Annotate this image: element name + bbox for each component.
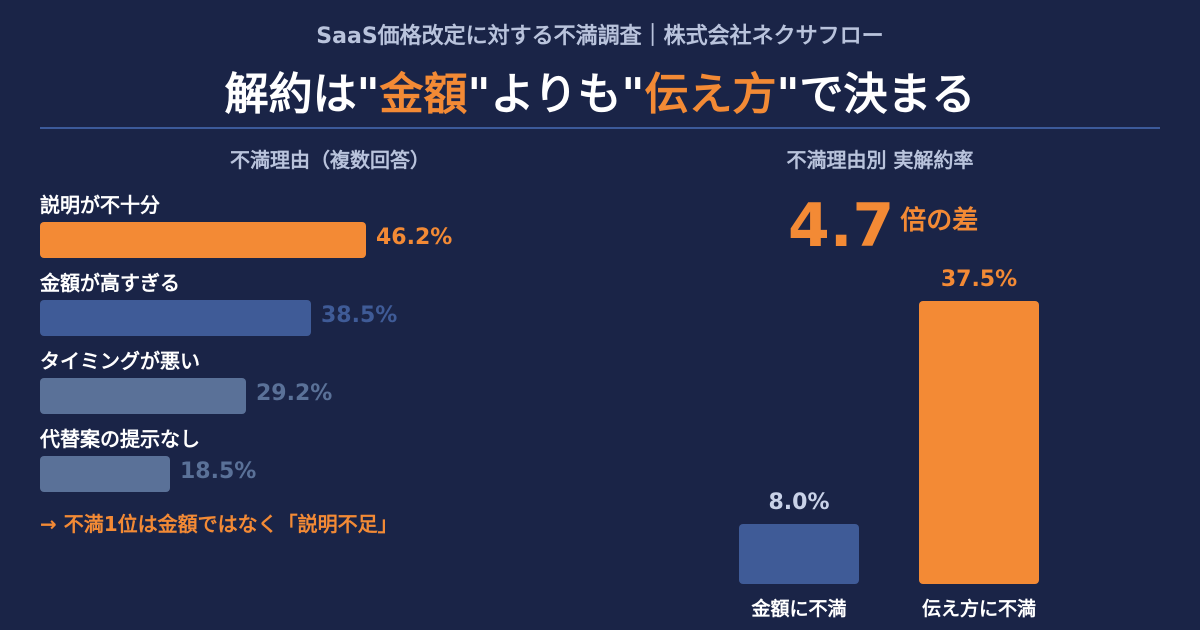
headline-highlight: 伝え方 [644, 69, 777, 120]
bar-value-label: 38.5% [321, 303, 398, 328]
horizontal-bar-chart: 説明が不十分 46.2% 金額が高すぎる 38.5% タイミングが悪い 29.2% 代替案の… [40, 185, 660, 505]
bar [739, 524, 859, 584]
bar [919, 301, 1039, 584]
ratio-value: 4.7 [788, 191, 895, 261]
bar-value-label: 46.2% [376, 225, 453, 250]
vertical-bar-chart: 8.0% 金額に不満 37.5% 伝え方に不満 [700, 260, 1100, 630]
right-chart-title: 不満理由別 実解約率 [786, 148, 974, 172]
bar [40, 378, 246, 414]
bar-value-label: 8.0% [768, 490, 830, 515]
headline-text: 解約は" [224, 69, 380, 120]
left-chart-title: 不満理由（複数回答） [230, 148, 430, 172]
divider [40, 127, 1160, 129]
chart-annotation: → 不満1位は金額ではなく「説明不足」 [40, 512, 398, 536]
bar-category-label: 金額が高すぎる [40, 271, 180, 295]
bar-value-label: 37.5% [940, 267, 1018, 292]
bar-category-label: 説明が不十分 [40, 193, 160, 217]
bar [40, 222, 366, 258]
headline-highlight: 金額 [379, 69, 468, 120]
bar-category-label: 金額に不満 [751, 598, 847, 620]
bar-category-label: 伝え方に不満 [921, 598, 1036, 620]
ratio-callout: 4.7 倍の差 [788, 190, 978, 262]
headline-text: "で決まる [776, 69, 976, 120]
bar-category-label: 代替案の提示なし [40, 427, 200, 451]
page-subtitle: SaaS価格改定に対する不満調査｜株式会社ネクサフロー [316, 24, 884, 49]
bar-value-label: 18.5% [180, 459, 257, 484]
ratio-unit: 倍の差 [900, 206, 979, 236]
bar [40, 456, 170, 492]
bar-value-label: 29.2% [256, 381, 333, 406]
bar-category-label: タイミングが悪い [40, 349, 200, 373]
headline: 解約は"金額"よりも"伝え方"で決まる [0, 58, 1200, 122]
bar [40, 300, 311, 336]
headline-text: "よりも" [467, 69, 645, 120]
